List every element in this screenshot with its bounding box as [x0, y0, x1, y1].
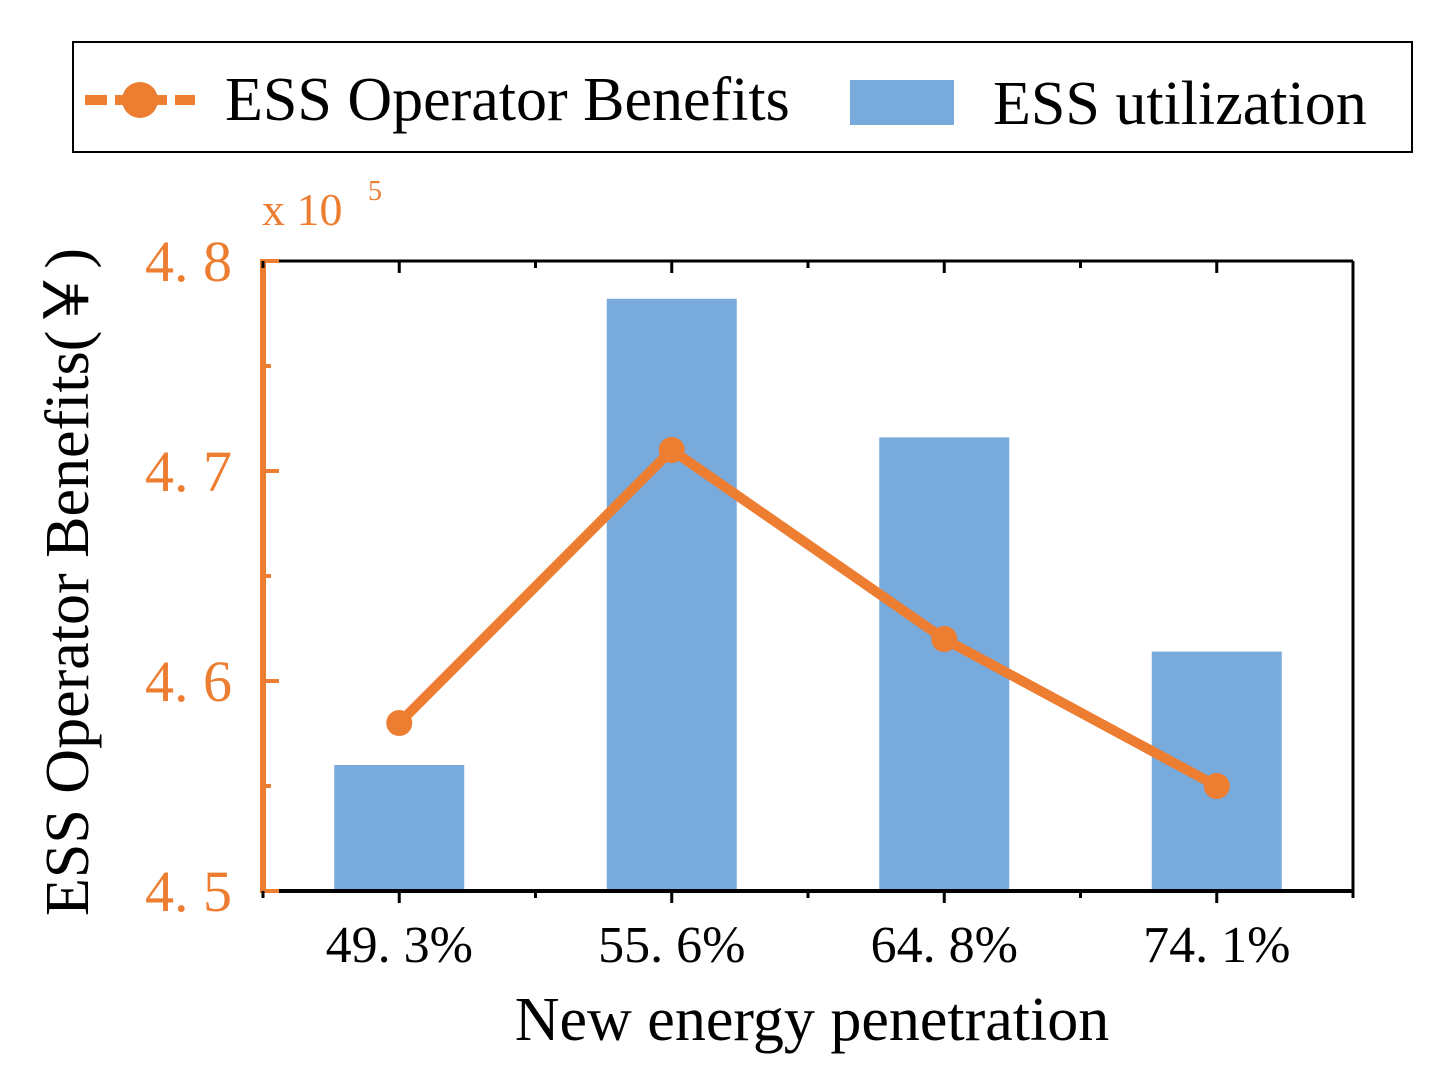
bar-49.3%: [334, 765, 465, 891]
line-series: [386, 437, 1230, 799]
legend-label-benefits: ESS Operator Benefits: [225, 66, 790, 134]
x-tick-label: 74. 1%: [1143, 917, 1290, 974]
y-tick-label: 4. 8: [145, 229, 232, 294]
benefits-point-74.1%: [1203, 773, 1230, 799]
y-tick-labels: 4. 5 4. 6 4. 7 4. 8: [145, 229, 232, 924]
y-multiplier-base: x 10: [262, 184, 343, 235]
benefits-line: [394, 445, 1222, 791]
x-tick-label: 64. 8%: [871, 917, 1018, 974]
legend-line-marker: [122, 82, 158, 118]
legend-label-utilization: ESS utilization: [993, 70, 1367, 138]
y-tick-label: 4. 6: [145, 649, 232, 714]
benefits-point-64.8%: [931, 626, 958, 652]
legend-bar-swatch: [850, 80, 954, 125]
benefits-point-49.3%: [386, 710, 413, 736]
x-tick-label: 55. 6%: [598, 917, 745, 974]
x-tick-labels: 49. 3% 55. 6% 64. 8% 74. 1%: [326, 917, 1291, 974]
bar-55.6%: [606, 298, 737, 891]
ticks: [261, 259, 1355, 903]
y-tick-label: 4. 7: [145, 439, 232, 504]
benefits-point-55.6%: [658, 437, 685, 463]
y-multiplier: x 10 5: [262, 176, 382, 235]
y-axis-title: ESS Operator Benefits(￥): [34, 248, 102, 916]
y-tick-label: 4. 5: [145, 859, 232, 924]
legend-box: [72, 41, 1413, 153]
bar-74.1%: [1151, 651, 1282, 891]
x-tick-label: 49. 3%: [326, 917, 473, 974]
bar-series: [334, 298, 1282, 891]
legend: ESS Operator Benefits ESS utilization: [72, 41, 1413, 153]
x-axis-title: New energy penetration: [515, 986, 1110, 1054]
y-multiplier-exponent: 5: [368, 176, 382, 207]
